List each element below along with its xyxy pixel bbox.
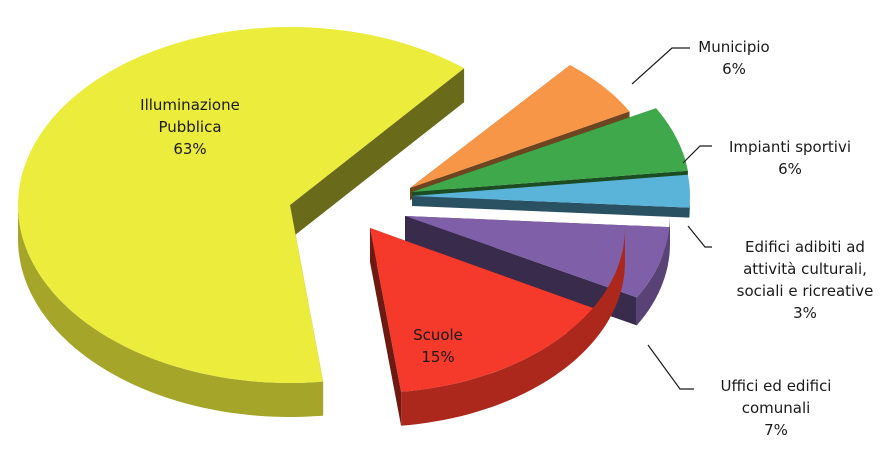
category-label: sociali e ricreative	[737, 282, 874, 300]
leader-line-uffici-ed-edifici-comunali	[648, 345, 694, 389]
data-label-edifici-adibiti-ad-attivit-culturali-sociali-e-ricreative: Edifici adibiti ad attività culturali, soc…	[737, 238, 874, 322]
leader-line-edifici-adibiti-ad-attivit-culturali-sociali-e-ricreative	[688, 226, 712, 247]
value-label: 63%	[173, 140, 206, 158]
leader-line-impianti-sportivi	[683, 146, 712, 163]
value-label: 15%	[421, 348, 454, 366]
value-label: 7%	[764, 421, 788, 439]
category-label: Uffici ed edifici	[721, 377, 832, 395]
value-label: 6%	[778, 160, 802, 178]
value-label: 3%	[793, 304, 817, 322]
data-label-uffici-ed-edifici-comunali: Uffici ed edifici comunali 7%	[721, 377, 832, 439]
category-label: Pubblica	[158, 118, 221, 136]
data-label-municipio: Municipio 6%	[698, 38, 769, 78]
category-label: Illuminazione	[140, 96, 240, 114]
category-label: Impianti sportivi	[729, 138, 851, 156]
category-label: Scuole	[413, 326, 463, 344]
data-label-impianti-sportivi: Impianti sportivi 6%	[729, 138, 851, 178]
leader-line-municipio	[632, 48, 690, 84]
category-label: Municipio	[698, 38, 769, 56]
value-label: 6%	[722, 60, 746, 78]
category-label: comunali	[742, 399, 811, 417]
category-label: attività culturali,	[743, 260, 867, 278]
category-label: Edifici adibiti ad	[745, 238, 865, 256]
